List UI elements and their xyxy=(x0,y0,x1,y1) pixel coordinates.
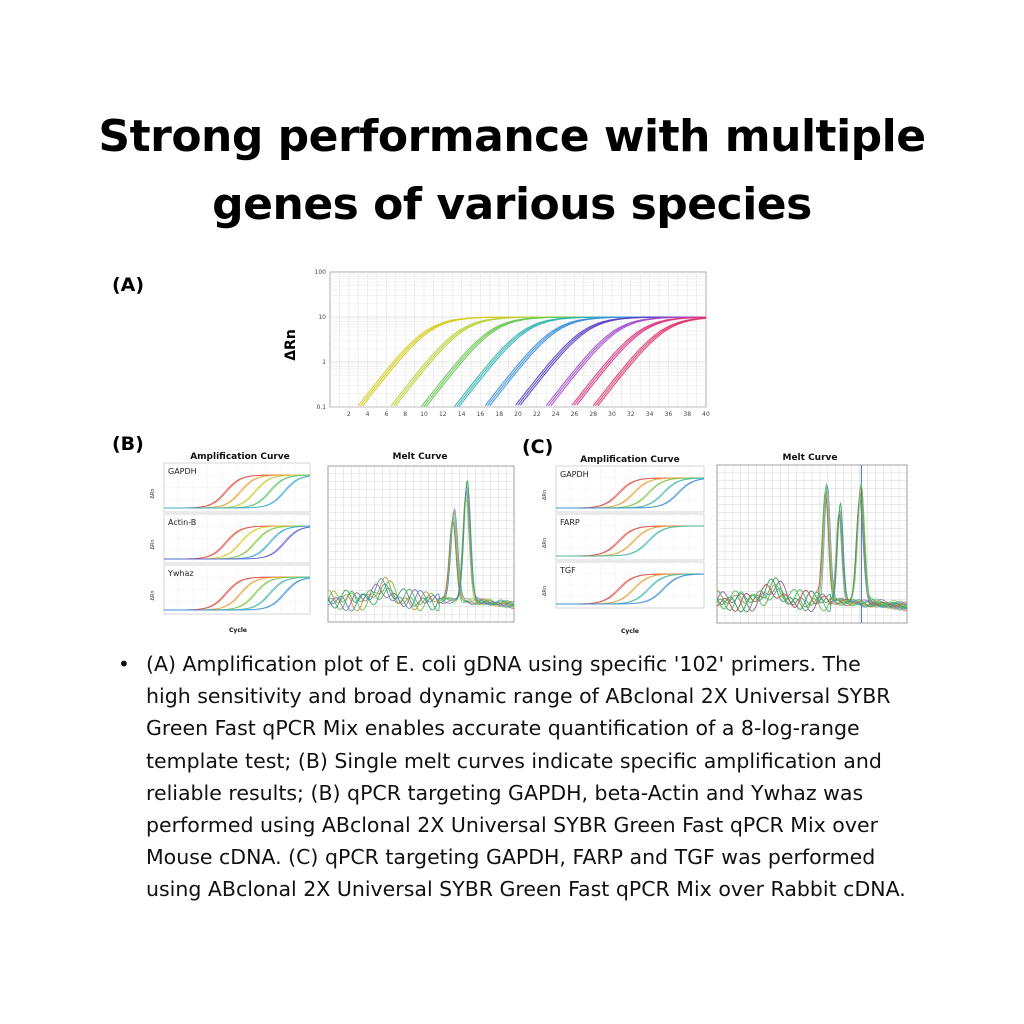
panel-label-b: (B) xyxy=(112,433,144,455)
series-line xyxy=(597,317,707,407)
subplot-ylabel: ΔRn xyxy=(542,586,548,596)
y-tick-label: 1 xyxy=(322,359,326,366)
x-tick-label: 14 xyxy=(458,411,466,418)
x-tick-label: 2 xyxy=(347,411,351,418)
gene-label: GAPDH xyxy=(560,470,589,479)
x-tick-label: 4 xyxy=(366,411,370,418)
x-tick-label: 36 xyxy=(665,411,673,418)
page-title: Strong performance with multiple genes o… xyxy=(0,103,1024,239)
chart-a-ylabel: ΔRn xyxy=(283,329,299,361)
chart-c-melt-title: Melt Curve xyxy=(782,453,837,463)
subplot-ylabel: ΔRn xyxy=(542,490,548,500)
x-tick-label: 40 xyxy=(702,411,710,418)
chart-b-amp-title: Amplification Curve xyxy=(190,452,290,462)
x-tick-label: 18 xyxy=(495,411,503,418)
chart-b: Amplification Curve Melt Curve Cycle GAP… xyxy=(150,452,515,634)
series-line xyxy=(164,475,311,509)
caption-list: • (A) Amplification plot of E. coli gDNA… xyxy=(118,648,908,906)
gene-label: Ywhaz xyxy=(167,569,194,578)
series-line xyxy=(716,484,908,612)
x-tick-label: 30 xyxy=(608,411,616,418)
y-tick-label: 0.1 xyxy=(316,404,326,411)
gene-label: GAPDH xyxy=(168,467,197,476)
x-tick-label: 28 xyxy=(589,411,597,418)
series-line xyxy=(556,478,705,509)
bullet-icon: • xyxy=(118,652,130,676)
series-line xyxy=(716,498,908,612)
x-tick-label: 38 xyxy=(683,411,691,418)
series-line xyxy=(716,492,908,613)
series-line xyxy=(164,526,311,560)
title-line-2: genes of various species xyxy=(212,179,812,230)
chart-c: Amplification Curve Melt Curve Cycle GAP… xyxy=(542,453,908,635)
series-line xyxy=(327,489,515,612)
gene-label: Actin-B xyxy=(168,518,196,527)
x-tick-label: 6 xyxy=(384,411,388,418)
x-tick-label: 16 xyxy=(477,411,485,418)
panel-label-c: (C) xyxy=(522,436,553,458)
x-tick-label: 26 xyxy=(571,411,579,418)
series-line xyxy=(556,525,704,557)
series-line xyxy=(327,480,515,611)
x-tick-label: 10 xyxy=(420,411,428,418)
chart-b-melt-title: Melt Curve xyxy=(392,452,447,462)
x-tick-label: 24 xyxy=(552,411,560,418)
subplot-ylabel: ΔRn xyxy=(150,590,156,600)
title-line-1: Strong performance with multiple xyxy=(98,111,926,162)
x-tick-label: 8 xyxy=(403,411,407,418)
gene-label: FARP xyxy=(560,518,580,527)
series-line xyxy=(556,573,705,605)
chart-c-amp-title: Amplification Curve xyxy=(580,455,680,465)
series-line xyxy=(716,483,908,613)
x-tick-label: 22 xyxy=(533,411,541,418)
series-line xyxy=(576,316,707,406)
subplot-ylabel: ΔRn xyxy=(150,488,156,498)
caption-text: (A) Amplification plot of E. coli gDNA u… xyxy=(146,652,906,902)
x-tick-label: 12 xyxy=(439,411,447,418)
x-tick-label: 34 xyxy=(646,411,654,418)
subplot-ylabel: ΔRn xyxy=(542,538,548,548)
panel-label-a: (A) xyxy=(112,274,144,296)
y-tick-label: 10 xyxy=(318,314,326,321)
x-tick-label: 32 xyxy=(627,411,635,418)
series-line xyxy=(550,316,706,407)
chart-c-xlabel: Cycle xyxy=(621,628,639,635)
series-line xyxy=(327,497,515,612)
series-line xyxy=(327,480,515,612)
subplot-ylabel: ΔRn xyxy=(150,539,156,549)
series-line xyxy=(595,317,707,407)
series-line xyxy=(164,577,311,611)
y-tick-label: 100 xyxy=(315,269,327,276)
chart-b-xlabel: Cycle xyxy=(229,627,247,634)
x-tick-label: 20 xyxy=(514,411,522,418)
gene-label: TGF xyxy=(559,566,576,575)
